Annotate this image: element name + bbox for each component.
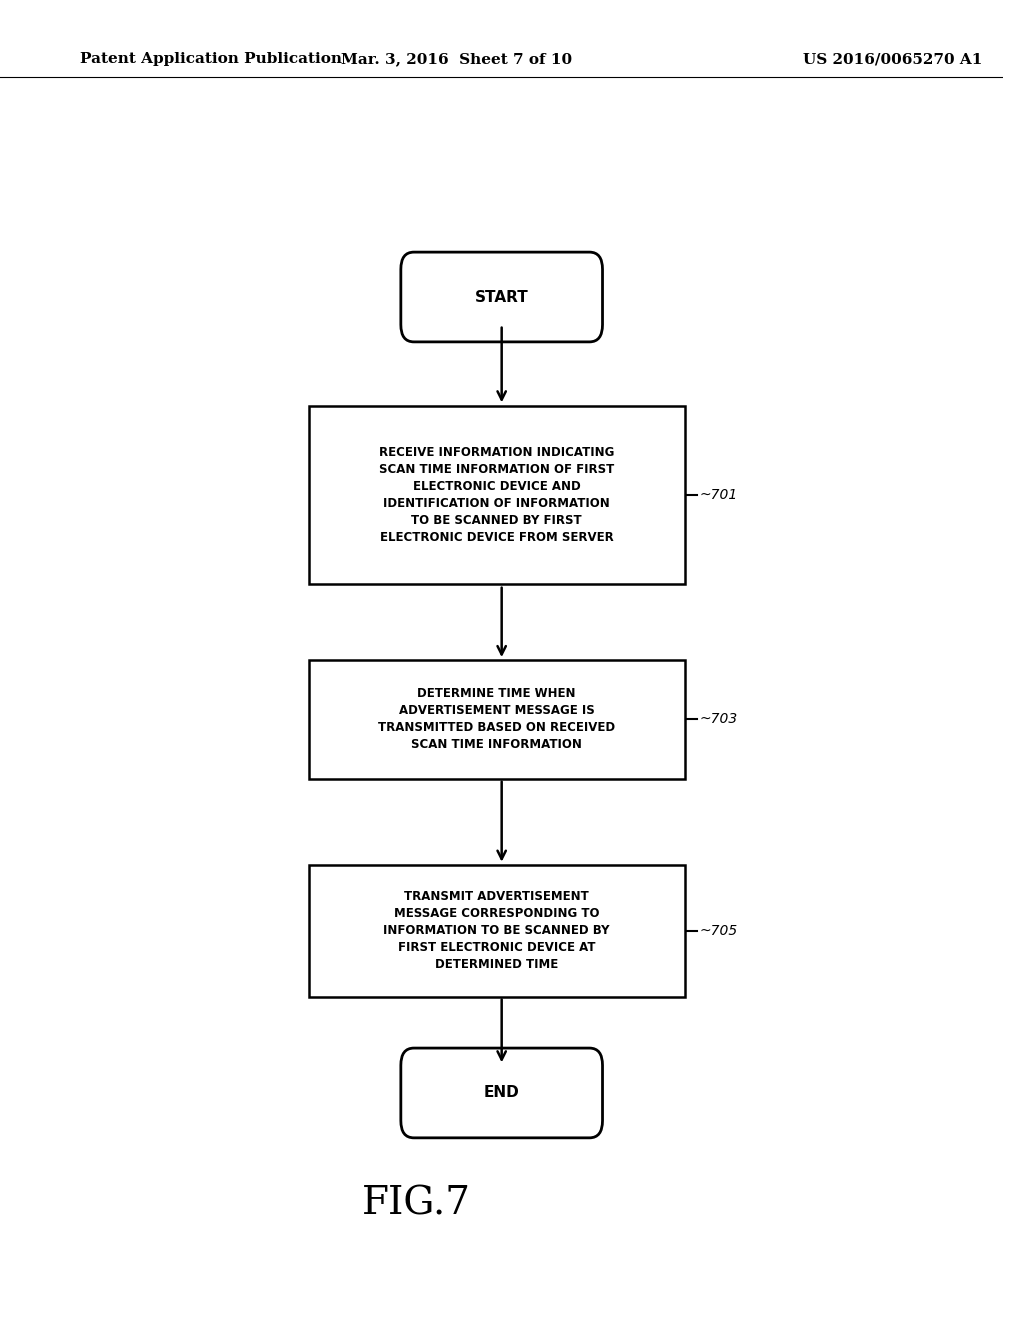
FancyBboxPatch shape <box>400 1048 602 1138</box>
Text: ~703: ~703 <box>699 713 738 726</box>
Bar <box>308 865 685 997</box>
Text: RECEIVE INFORMATION INDICATING
SCAN TIME INFORMATION OF FIRST
ELECTRONIC DEVICE : RECEIVE INFORMATION INDICATING SCAN TIME… <box>379 446 614 544</box>
Text: Patent Application Publication: Patent Application Publication <box>80 53 342 66</box>
Text: ~705: ~705 <box>699 924 738 937</box>
Text: DETERMINE TIME WHEN
ADVERTISEMENT MESSAGE IS
TRANSMITTED BASED ON RECEIVED
SCAN : DETERMINE TIME WHEN ADVERTISEMENT MESSAG… <box>378 688 615 751</box>
Bar <box>308 407 685 583</box>
Bar <box>308 660 685 779</box>
Text: US 2016/0065270 A1: US 2016/0065270 A1 <box>803 53 982 66</box>
FancyBboxPatch shape <box>400 252 602 342</box>
Text: Mar. 3, 2016  Sheet 7 of 10: Mar. 3, 2016 Sheet 7 of 10 <box>341 53 572 66</box>
Text: TRANSMIT ADVERTISEMENT
MESSAGE CORRESPONDING TO
INFORMATION TO BE SCANNED BY
FIR: TRANSMIT ADVERTISEMENT MESSAGE CORRESPON… <box>383 890 610 972</box>
Text: END: END <box>483 1085 519 1101</box>
Text: START: START <box>475 289 528 305</box>
Text: ~701: ~701 <box>699 488 738 502</box>
Text: FIG.7: FIG.7 <box>361 1185 471 1222</box>
